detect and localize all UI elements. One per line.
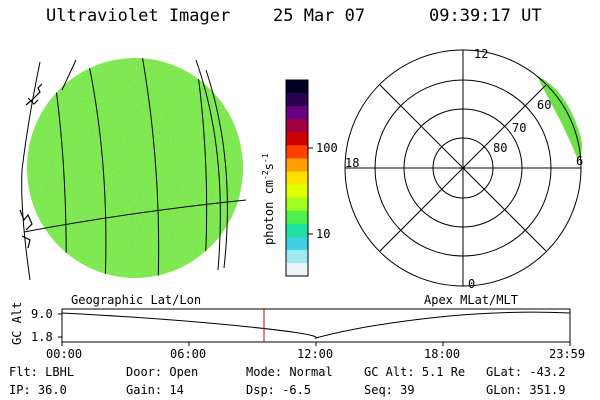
outer-grid-lines (21, 59, 247, 281)
colorbar-stripe (286, 249, 308, 264)
timeline-tick-2359: 23:59 (549, 347, 586, 361)
status-seq: Seq: 39 (364, 383, 415, 397)
polar-plot (344, 49, 582, 287)
status-filter: Flt: LBHL (9, 365, 75, 379)
unit-exponent-1: -2 (261, 170, 270, 180)
earth-disk-speckle (27, 58, 243, 278)
timeline-axis-label: GC Alt (10, 301, 24, 345)
color-scale-bar (285, 79, 313, 277)
mlt-label-right: 6 (576, 154, 584, 168)
status-gc-alt: GC Alt: 5.1 Re (364, 365, 466, 379)
timeline-tick-0000: 00:00 (46, 347, 83, 361)
colorbar-stripe (286, 93, 308, 107)
colorbar-stripe (286, 145, 308, 159)
geo-grid-label: Geographic Lat/Lon (71, 293, 202, 307)
colorbar-tick-10: 10 (316, 227, 331, 241)
colorbar-stripe (286, 197, 308, 212)
colorbar-stripe (286, 223, 308, 238)
coastline (19, 83, 43, 249)
status-ip: IP: 36.0 (9, 383, 67, 397)
lat-label-60: 60 (537, 98, 552, 112)
timeline-y-top: 9.0 (31, 307, 53, 321)
mlt-label-left: 18 (345, 156, 360, 170)
status-glat: GLat: -43.2 (486, 365, 566, 379)
status-mode: Mode: Normal (246, 365, 333, 379)
unit-base: photon cm (262, 179, 276, 245)
timeline-tick-1800: 18:00 (424, 347, 461, 361)
status-door: Door: Open (126, 365, 199, 379)
colorbar-stripe (286, 184, 308, 199)
lat-label-80: 80 (493, 141, 508, 155)
status-dsp: Dsp: -6.5 (246, 383, 312, 397)
apex-grid-label: Apex MLat/MLT (424, 293, 518, 307)
colorbar-tick-100: 100 (316, 141, 338, 155)
altitude-curve (61, 311, 571, 339)
aurora-oval (537, 76, 582, 160)
colorbar-stripe (286, 132, 308, 146)
colorbar-stripe (286, 236, 308, 251)
colorbar-stripe (286, 119, 308, 133)
colorbar-unit-label: photon cm-2s-1 (261, 153, 276, 245)
mlt-diagonal-2 (379, 84, 547, 252)
status-gain: Gain: 14 (126, 383, 184, 397)
mlt-label-bottom: 0 (468, 277, 476, 291)
colorbar-stripe (286, 80, 308, 94)
unit-exponent-2: -1 (261, 153, 270, 164)
timeline-tick-1200: 12:00 (297, 347, 334, 361)
timeline-ticks (61, 342, 571, 346)
earth-image (27, 58, 243, 278)
colorbar-stripe (286, 210, 308, 225)
lat-label-70: 70 (512, 121, 527, 135)
mlt-label-top: 12 (474, 47, 489, 61)
image-date: 25 Mar 07 (273, 6, 366, 26)
unit-seconds: s (262, 163, 276, 171)
timeline-tick-0600: 06:00 (170, 347, 207, 361)
image-time: 09:39:17 UT (429, 6, 542, 26)
colorbar-stripe (286, 171, 308, 186)
status-glon: GLon: 351.9 (486, 383, 566, 397)
instrument-title: Ultraviolet Imager (46, 6, 231, 26)
colorbar-stripe (286, 158, 308, 172)
altitude-timeline (58, 308, 571, 346)
timeline-y-bottom: 1.8 (31, 330, 53, 344)
colorbar-stripe (286, 106, 308, 120)
colorbar-stripe (286, 262, 308, 277)
